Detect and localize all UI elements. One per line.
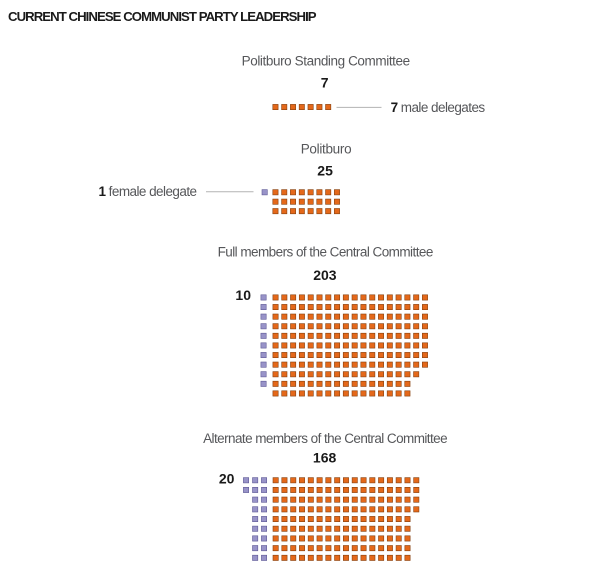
svg-text:168: 168 (313, 450, 337, 466)
svg-text:Alternate members of the Centr: Alternate members of the Central Committ… (203, 431, 447, 446)
svg-text:7: 7 (321, 74, 329, 90)
svg-text:203: 203 (313, 267, 337, 283)
svg-text:Politburo Standing Committee: Politburo Standing Committee (242, 54, 410, 69)
svg-text:20: 20 (219, 471, 235, 487)
svg-text:Full members of the Central Co: Full members of the Central Committee (218, 245, 433, 260)
svg-text:1 female delegate: 1 female delegate (99, 184, 197, 199)
svg-text:CURRENT CHINESE COMMUNIST PART: CURRENT CHINESE COMMUNIST PARTY LEADERSH… (8, 9, 317, 24)
svg-text:25: 25 (317, 163, 333, 179)
svg-text:Politburo: Politburo (301, 141, 352, 156)
svg-text:10: 10 (235, 287, 251, 303)
svg-text:7 male delegates: 7 male delegates (391, 100, 486, 115)
